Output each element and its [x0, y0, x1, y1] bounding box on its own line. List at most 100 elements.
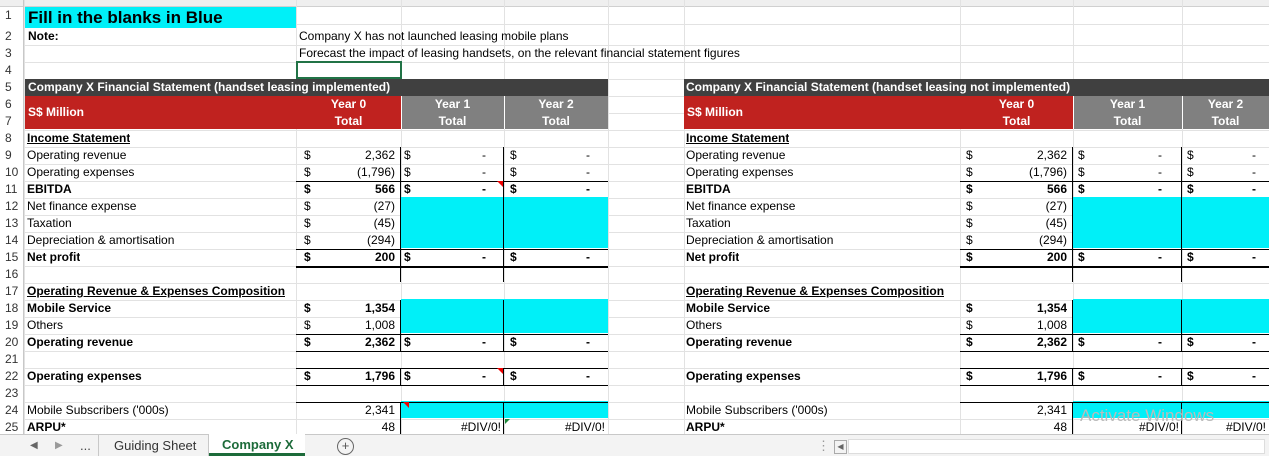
left-dollar-others[interactable]: $	[304, 318, 311, 332]
right-label-others[interactable]: Others	[686, 318, 723, 332]
right-value-arpu[interactable]: 48	[1053, 420, 1067, 434]
left-year2[interactable]: Year 2	[538, 97, 574, 111]
right-y1-dash-op_rev2[interactable]: -	[1158, 335, 1162, 349]
hscroll-left-icon[interactable]: ◀	[834, 440, 847, 454]
row-number[interactable]: 19	[0, 317, 24, 334]
right-y2-dollar-op_rev[interactable]: $	[1187, 148, 1194, 162]
left-label-subs[interactable]: Mobile Subscribers ('000s)	[27, 403, 169, 417]
left-year0-total[interactable]: Total	[334, 114, 363, 128]
right-value-op_exp[interactable]: (1,796)	[1028, 165, 1067, 179]
right-year0[interactable]: Year 0	[998, 97, 1035, 111]
right-value-others[interactable]: 1,008	[1036, 318, 1067, 332]
right-y2-dollar-op_rev2[interactable]: $	[1187, 335, 1194, 349]
right-value-ebitda[interactable]: 566	[1046, 182, 1067, 196]
left-label-da[interactable]: Depreciation & amortisation	[27, 233, 175, 247]
right-table-title[interactable]: Company X Financial Statement (handset l…	[686, 80, 1071, 94]
right-y2-dash-op_exp[interactable]: -	[1252, 165, 1256, 179]
right-y1-dash-ebitda[interactable]: -	[1158, 182, 1162, 196]
left-y1-dollar-np[interactable]: $	[404, 250, 411, 264]
right-year0-total[interactable]: Total	[1002, 114, 1031, 128]
left-y2-dash-ebitda[interactable]: -	[586, 182, 590, 196]
row-number[interactable]: 21	[0, 351, 24, 368]
left-table-title[interactable]: Company X Financial Statement (handset l…	[28, 80, 391, 94]
left-label-mobile[interactable]: Mobile Service	[27, 301, 112, 315]
right-year2[interactable]: Year 2	[1207, 97, 1244, 111]
row-number[interactable]: 12	[0, 198, 24, 215]
row-number[interactable]: 2	[0, 28, 24, 45]
left-y1-dollar-op_rev[interactable]: $	[404, 148, 411, 162]
left-label-nfe[interactable]: Net finance expense	[27, 199, 137, 213]
left-year2-total[interactable]: Total	[542, 114, 570, 128]
row-number[interactable]: 23	[0, 385, 24, 402]
right-label-tax[interactable]: Taxation	[686, 216, 731, 230]
right-label-mobile[interactable]: Mobile Service	[686, 301, 771, 315]
right-dollar-da[interactable]: $	[966, 233, 973, 247]
left-dollar-da[interactable]: $	[304, 233, 311, 247]
left-dollar-np[interactable]: $	[304, 250, 311, 264]
left-y2-dollar-np[interactable]: $	[510, 250, 517, 264]
right-value-op_rev[interactable]: 2,362	[1036, 148, 1067, 162]
left-y2-dash-np[interactable]: -	[586, 250, 590, 264]
left-value-subs[interactable]: 2,341	[364, 403, 395, 417]
left-label-np[interactable]: Net profit	[27, 250, 81, 264]
right-dollar-np[interactable]: $	[966, 250, 973, 264]
left-y2-dollar-ebitda[interactable]: $	[510, 182, 517, 196]
right-label-arpu[interactable]: ARPU*	[686, 420, 725, 434]
row-number[interactable]: 22	[0, 368, 24, 385]
left-y2-dollar-op_rev2[interactable]: $	[510, 335, 517, 349]
right-y1-dash-op_exp[interactable]: -	[1158, 165, 1162, 179]
right-year1[interactable]: Year 1	[1109, 97, 1146, 111]
left-value-ebitda[interactable]: 566	[374, 182, 395, 196]
right-label-nfe[interactable]: Net finance expense	[686, 199, 796, 213]
right-dollar-op_exp[interactable]: $	[966, 165, 973, 179]
left-dollar-tax[interactable]: $	[304, 216, 311, 230]
right-y2-dash-op_exp2[interactable]: -	[1252, 369, 1256, 383]
right-label-op-exp[interactable]: Operating expenses	[686, 165, 794, 179]
row-number[interactable]: 13	[0, 215, 24, 232]
note-label[interactable]: Note:	[28, 29, 59, 43]
right-input-block-2[interactable]	[1073, 299, 1269, 333]
scroll-right-icon[interactable]: ▶	[55, 440, 63, 451]
left-input-block-1[interactable]	[401, 197, 608, 248]
left-value-arpu[interactable]: 48	[381, 420, 395, 434]
right-dollar-others[interactable]: $	[966, 318, 973, 332]
left-y1-dash-np[interactable]: -	[482, 250, 486, 264]
left-y2-dash-op_rev[interactable]: -	[586, 148, 590, 162]
right-year1-total[interactable]: Total	[1113, 114, 1142, 128]
spreadsheet-grid[interactable]: 1 2 3 4 5 6 7 8 9 10 11 12 13 14 15 16 17 18 19 20 21 22 23 24 2…	[0, 0, 1269, 434]
right-y2-dash-op_rev[interactable]: -	[1252, 148, 1256, 162]
left-label-op-rev2[interactable]: Operating revenue	[27, 335, 134, 349]
add-sheet-icon[interactable]: +	[337, 438, 354, 455]
right-label-op-exp2[interactable]: Operating expenses	[686, 369, 801, 383]
left-dollar-ebitda[interactable]: $	[304, 182, 311, 196]
tab-guiding-sheet[interactable]: Guiding Sheet	[114, 438, 197, 453]
row-number[interactable]: 24	[0, 402, 24, 419]
right-smillion[interactable]: S$ Million	[687, 105, 744, 119]
right-dollar-op_exp2[interactable]: $	[966, 369, 973, 383]
left-label-op-exp2[interactable]: Operating expenses	[27, 369, 142, 383]
right-label-ebitda[interactable]: EBITDA	[686, 182, 731, 196]
left-y1-dash-op_rev[interactable]: -	[482, 148, 486, 162]
right-y2-dollar-op_exp2[interactable]: $	[1187, 369, 1194, 383]
right-income-statement[interactable]: Income Statement	[686, 131, 790, 145]
right-value-mobile[interactable]: 1,354	[1036, 301, 1067, 315]
left-value-da[interactable]: (294)	[366, 233, 395, 247]
right-y1-div0[interactable]: #DIV/0!	[1138, 420, 1179, 434]
right-y1-dash-op_rev[interactable]: -	[1158, 148, 1162, 162]
row-number[interactable]: 20	[0, 334, 24, 351]
left-year0[interactable]: Year 0	[330, 97, 367, 111]
right-input-block-1[interactable]	[1073, 197, 1269, 248]
left-y2-dollar-op_exp2[interactable]: $	[510, 369, 517, 383]
left-input-block-3[interactable]	[401, 401, 608, 418]
right-label-np[interactable]: Net profit	[686, 250, 740, 264]
left-y2-dash-op_exp2[interactable]: -	[586, 369, 590, 383]
right-y1-dollar-op_rev[interactable]: $	[1078, 148, 1085, 162]
left-label-arpu[interactable]: ARPU*	[27, 420, 66, 434]
right-value-da[interactable]: (294)	[1038, 233, 1067, 247]
selected-cell[interactable]	[296, 61, 402, 79]
left-value-np[interactable]: 200	[374, 250, 395, 264]
left-value-others[interactable]: 1,008	[364, 318, 395, 332]
right-y2-dollar-ebitda[interactable]: $	[1187, 182, 1194, 196]
left-dollar-op_exp2[interactable]: $	[304, 369, 311, 383]
right-dollar-op_rev2[interactable]: $	[966, 335, 973, 349]
